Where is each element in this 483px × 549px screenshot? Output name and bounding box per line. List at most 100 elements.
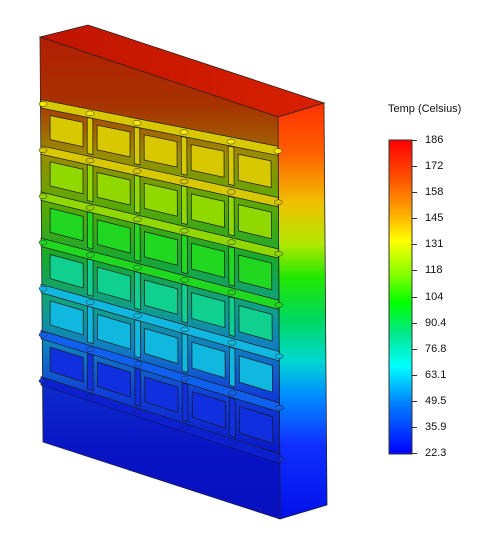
lattice-vertical-rib [181, 283, 188, 324]
lattice-node [273, 148, 283, 154]
lattice-node [179, 178, 189, 185]
lattice-node [275, 404, 284, 411]
lattice-vertical-rib [134, 367, 141, 407]
lattice-vertical-rib [181, 234, 188, 275]
lattice-vertical-rib [181, 185, 188, 225]
lattice-vertical-rib [86, 211, 94, 250]
lattice-vertical-rib [87, 305, 94, 345]
lattice-cell [143, 182, 178, 217]
lattice-cell [96, 219, 131, 254]
lattice-node [38, 147, 48, 153]
legend-tick-mark [412, 322, 417, 324]
block-bottom-band [43, 378, 280, 519]
legend-tick-label: 158 [425, 186, 444, 199]
block-top-band [40, 37, 278, 150]
lattice-vertical-rib [134, 222, 141, 262]
lattice-node [132, 120, 142, 126]
lattice-cell [96, 124, 131, 158]
legend-tick-mark [412, 296, 417, 298]
lattice-node [180, 326, 190, 333]
lattice-cell [190, 144, 225, 178]
legend-title: Temp (Celsius) [388, 103, 462, 115]
lattice-node [38, 285, 48, 292]
lattice-node [227, 289, 237, 296]
lattice-cell [238, 305, 273, 342]
lattice-node [38, 101, 48, 107]
lattice-node [38, 193, 48, 200]
lattice-cell [49, 346, 84, 383]
lattice-node [226, 138, 236, 145]
lattice-cell [144, 327, 179, 365]
lattice-cell [49, 207, 84, 242]
legend-tick-label: 145 [425, 212, 444, 225]
lattice-vertical-rib [181, 332, 189, 373]
legend-tick-label: 35.9 [425, 420, 447, 433]
lattice-cell [96, 266, 131, 302]
legend-tick-label: 131 [425, 238, 444, 251]
lattice-vertical-rib [227, 145, 235, 186]
legend-tick-mark [412, 244, 417, 246]
lattice-vertical-rib [86, 117, 94, 156]
lattice-node [132, 168, 142, 174]
legend-tick-mark [412, 140, 417, 141]
legend-tick-label: 90.4 [425, 316, 447, 329]
lattice-node [180, 375, 190, 382]
legend-tick-mark [412, 192, 417, 194]
lattice-cell [143, 134, 178, 168]
lattice-cell [97, 314, 131, 350]
lattice-node [38, 332, 48, 338]
legend-tick-mark [412, 166, 417, 168]
lattice-vertical-rib [86, 164, 94, 203]
lattice-node [86, 346, 95, 353]
legend-tick-mark [412, 400, 417, 402]
lattice-cell [238, 355, 273, 393]
color-legend [388, 139, 413, 455]
lattice-vertical-rib [228, 246, 235, 287]
legend-tick-mark [412, 426, 417, 428]
lattice-node [227, 239, 236, 245]
lattice-node [180, 277, 189, 283]
lattice-cell [191, 292, 226, 329]
lattice-node [85, 110, 95, 117]
lattice-cell [144, 376, 179, 414]
lattice-cell [190, 193, 225, 228]
legend-tick-mark [412, 348, 417, 350]
lattice-node [227, 340, 237, 346]
legend-tick-label: 104 [425, 290, 444, 303]
lattice-vertical-rib [229, 396, 236, 438]
block-side-face [277, 102, 328, 520]
legend-tick-mark [412, 270, 417, 272]
lattice-vertical-rib [180, 136, 188, 176]
lattice-cell [49, 115, 84, 148]
legend-tick-label: 172 [425, 160, 444, 173]
lattice-vertical-rib [228, 346, 236, 388]
lattice-node [86, 299, 95, 305]
lattice-node [180, 227, 189, 234]
lattice-cell [49, 254, 84, 289]
lattice-cell [49, 300, 84, 336]
lattice-vertical-rib [87, 258, 94, 297]
lattice-cell [238, 254, 273, 291]
legend-tick-label: 49.5 [425, 394, 447, 407]
legend-tick-mark [412, 453, 417, 454]
lattice-node [85, 252, 95, 258]
lattice-vertical-rib [133, 126, 141, 166]
lattice-cell [239, 405, 274, 444]
lattice-cell [49, 161, 84, 195]
lattice-node [133, 264, 142, 271]
lattice-cell [144, 279, 179, 315]
lattice-node [274, 199, 283, 206]
legend-tick-mark [412, 218, 417, 220]
lattice-cell [191, 391, 226, 429]
lattice-cell [97, 361, 132, 398]
lattice-node [275, 353, 284, 360]
lattice-node [227, 189, 236, 195]
lattice-vertical-rib [181, 382, 189, 423]
lattice-node [85, 157, 95, 164]
lattice-cell [237, 153, 272, 188]
lattice-node [228, 390, 237, 396]
legend-tick-label: 76.8 [425, 342, 447, 355]
lattice-vertical-rib [134, 271, 141, 311]
lattice-node [38, 239, 48, 246]
